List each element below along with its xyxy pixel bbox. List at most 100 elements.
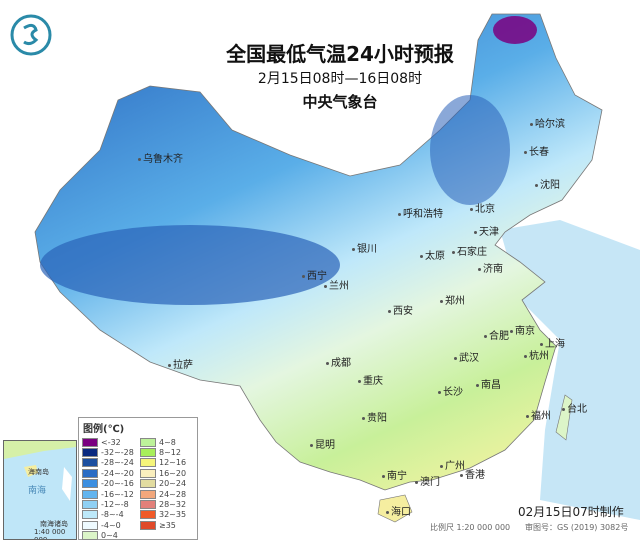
legend-swatch (82, 437, 98, 447)
tibet-cold-region (40, 225, 340, 305)
legend-label: -28~-24 (101, 458, 134, 468)
legend-item: 32~35 (140, 510, 195, 520)
city-label: 西宁 (302, 267, 327, 282)
city-label: 成都 (326, 354, 351, 369)
city-label: 济南 (478, 260, 503, 275)
northeast-cold-region (430, 95, 510, 205)
city-label: 南宁 (382, 467, 407, 482)
city-label: 南京 (510, 322, 535, 337)
legend-item: -24~-20 (82, 468, 137, 478)
legend-item: ≥35 (140, 520, 195, 530)
legend-item: 0~4 (82, 531, 137, 541)
legend-item: -12~-8 (82, 499, 137, 510)
city-label: 长春 (524, 143, 549, 158)
legend-swatch (82, 520, 98, 530)
legend-swatch (82, 458, 98, 468)
city-label: 重庆 (358, 372, 383, 387)
issuer: 中央气象台 (302, 93, 378, 111)
legend-label: -8~-4 (101, 510, 124, 520)
legend-swatch (82, 479, 98, 489)
legend-swatch (140, 437, 156, 447)
city-label: 石家庄 (452, 243, 487, 258)
legend-title: 图例(℃) (83, 424, 125, 435)
legend-label: 20~24 (159, 479, 187, 489)
legend-label: -32~-28 (101, 448, 134, 458)
legend-label: 12~16 (159, 458, 187, 468)
legend-label: 24~28 (159, 489, 187, 499)
city-label: 北京 (470, 200, 495, 215)
legend-swatch (140, 510, 156, 520)
inset-name: 南海诸岛 (40, 520, 68, 528)
city-label: 西安 (388, 302, 413, 317)
map-scale: 比例尺 1:20 000 000 (430, 523, 511, 532)
legend-item: 16~20 (140, 468, 195, 478)
city-label: 郑州 (440, 292, 465, 307)
legend-label: 0~4 (101, 531, 118, 541)
legend-swatch (82, 448, 98, 458)
legend-swatch (140, 500, 156, 510)
legend-label: -20~-16 (101, 479, 134, 489)
legend-label: -12~-8 (101, 500, 129, 510)
legend-label: <-32 (101, 437, 121, 447)
legend-label: -24~-20 (101, 468, 134, 478)
city-label: 澳门 (415, 473, 440, 488)
legend: 图例(℃) <-32 -32~-28 -28~-24 -24~-20 -20~-16 -1… (78, 417, 198, 541)
legend-item: <-32 (82, 437, 137, 447)
legend-label: -16~-12 (101, 489, 134, 499)
legend-item: 12~16 (140, 458, 195, 468)
legend-item: 24~28 (140, 489, 195, 499)
legend-label: 28~32 (159, 500, 187, 510)
inset-scale: 1:40 000 000 (34, 528, 66, 540)
inset-sea-label: 南海 (28, 486, 47, 496)
legend-swatch (82, 510, 98, 520)
map-review-number: 审图号：GS (2019) 3082号 (525, 523, 629, 532)
legend-swatch (140, 448, 156, 458)
forecast-period: 2月15日08时—16日08时 (257, 71, 423, 87)
legend-swatch (82, 531, 98, 541)
legend-item: -16~-12 (82, 489, 137, 499)
legend-label: 8~12 (159, 448, 181, 458)
city-label: 沈阳 (535, 176, 560, 191)
city-label: 银川 (352, 240, 377, 255)
legend-label: 32~35 (159, 510, 187, 520)
legend-item: -32~-28 (82, 447, 137, 458)
legend-item: -4~0 (82, 520, 137, 530)
legend-item: -28~-24 (82, 458, 137, 468)
legend-swatch (82, 489, 98, 499)
sea-east (500, 220, 640, 520)
city-label: 天津 (474, 223, 499, 238)
legend-item: 8~12 (140, 447, 195, 458)
legend-label: 4~8 (159, 437, 176, 447)
city-label: 合肥 (484, 327, 509, 342)
city-label: 上海 (540, 335, 565, 350)
city-label: 香港 (460, 466, 485, 481)
map-title: 全国最低气温24小时预报 (226, 42, 454, 66)
legend-swatch (140, 520, 156, 530)
legend-item: 28~32 (140, 499, 195, 510)
legend-item: -8~-4 (82, 510, 137, 520)
city-label: 台北 (562, 400, 587, 415)
legend-swatch (82, 468, 98, 478)
city-label: 南昌 (476, 376, 501, 391)
city-label: 哈尔滨 (530, 115, 565, 130)
city-label: 呼和浩特 (398, 205, 443, 220)
city-label: 贵阳 (362, 409, 387, 424)
city-label: 福州 (526, 407, 551, 422)
legend-swatch (140, 458, 156, 468)
city-label: 长沙 (438, 383, 463, 398)
legend-item: -20~-16 (82, 479, 137, 489)
legend-swatch (140, 468, 156, 478)
legend-label: 16~20 (159, 468, 187, 478)
city-label: 昆明 (310, 436, 335, 451)
city-label: 拉萨 (168, 356, 193, 371)
city-label: 太原 (420, 247, 445, 262)
production-time: 02月15日07时制作 (518, 505, 624, 519)
inset-island-label: 海南岛 (28, 468, 49, 476)
city-label: 兰州 (324, 277, 349, 292)
city-label: 武汉 (454, 349, 479, 364)
legend-item: 20~24 (140, 479, 195, 489)
legend-swatch (140, 479, 156, 489)
city-label: 杭州 (524, 347, 549, 362)
